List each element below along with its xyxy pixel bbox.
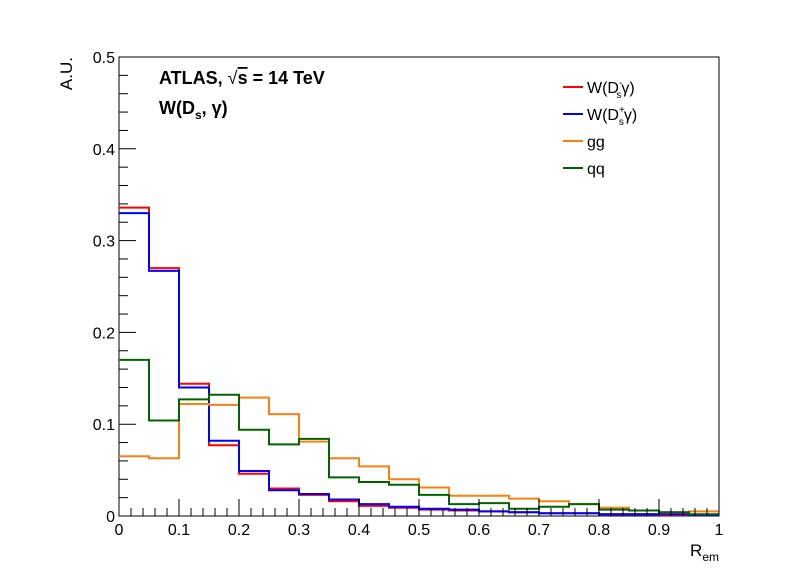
- axes-layer: [118, 56, 720, 517]
- plot-frame: [118, 56, 720, 517]
- process-label-sub: s: [195, 108, 202, 122]
- process-label-end: , γ): [202, 98, 228, 118]
- y-tick-label: 0.5: [93, 50, 115, 67]
- y-tick-label: 0: [106, 509, 115, 526]
- y-tick-label: 0.2: [93, 325, 115, 342]
- legend-label-2: gg: [587, 134, 605, 151]
- x-tick-label: 0: [115, 522, 124, 539]
- legend-label-end: γ): [624, 107, 637, 124]
- legend-label-end: γ): [621, 80, 634, 97]
- atlas-sqrt-s: s: [238, 68, 248, 88]
- x-axis-title: Rem: [690, 541, 719, 564]
- legend-label-base: gg: [587, 134, 605, 151]
- x-tick-label: 0.9: [648, 522, 670, 539]
- x-tick-label: 0.1: [168, 522, 190, 539]
- legend-label-sup: -: [619, 78, 622, 89]
- series-line-3: [119, 358, 719, 516]
- y-axis-title: A.U.: [57, 57, 76, 90]
- legend-label-sub: s: [616, 90, 621, 101]
- series-line-0: [119, 206, 719, 517]
- y-tick-label: 0.3: [93, 234, 115, 251]
- atlas-label-prefix: ATLAS,: [159, 68, 228, 88]
- process-label: W(Ds, γ): [159, 98, 228, 122]
- atlas-label: ATLAS, √s = 14 TeV: [159, 68, 325, 88]
- x-tick-label: 1: [715, 522, 724, 539]
- x-tick-label: 0.4: [348, 522, 370, 539]
- legend-label-sup: +: [619, 105, 625, 116]
- y-tick-label: 0.1: [93, 417, 115, 434]
- text-layer: 0 0.1 0.2 0.3 0.4 0.5 0.6 0.7 0.8 0.9 1 0 0.1 0.2 0.3 0…: [57, 50, 724, 564]
- x-axis-title-main: R: [690, 541, 702, 560]
- atlas-sqrt-symbol: √: [228, 68, 238, 88]
- series-line-1: [119, 212, 719, 517]
- series-line-2: [119, 396, 719, 514]
- legend-label-3: qq: [587, 161, 605, 178]
- legend-label-0: W(D-sγ): [587, 78, 635, 101]
- y-tick-label: 0.4: [93, 142, 115, 159]
- legend-label-sub: s: [619, 117, 624, 128]
- x-tick-label: 0.3: [288, 522, 310, 539]
- legend-label-1: W(D+ sγ): [587, 105, 637, 128]
- x-tick-label: 0.6: [468, 522, 490, 539]
- x-tick-label: 0.8: [588, 522, 610, 539]
- x-tick-label: 0.2: [228, 522, 250, 539]
- atlas-energy: = 14 TeV: [248, 68, 325, 88]
- legend-label-base: W(D: [587, 80, 619, 97]
- x-tick-label: 0.7: [528, 522, 550, 539]
- plot-frame-layer: [118, 56, 720, 517]
- legend-label-base: W(D: [587, 107, 619, 124]
- series-layer: [119, 206, 719, 517]
- process-label-main: W(D: [159, 98, 195, 118]
- x-tick-label: 0.5: [408, 522, 430, 539]
- x-axis-title-sub: em: [702, 550, 719, 564]
- legend-label-base: qq: [587, 161, 605, 178]
